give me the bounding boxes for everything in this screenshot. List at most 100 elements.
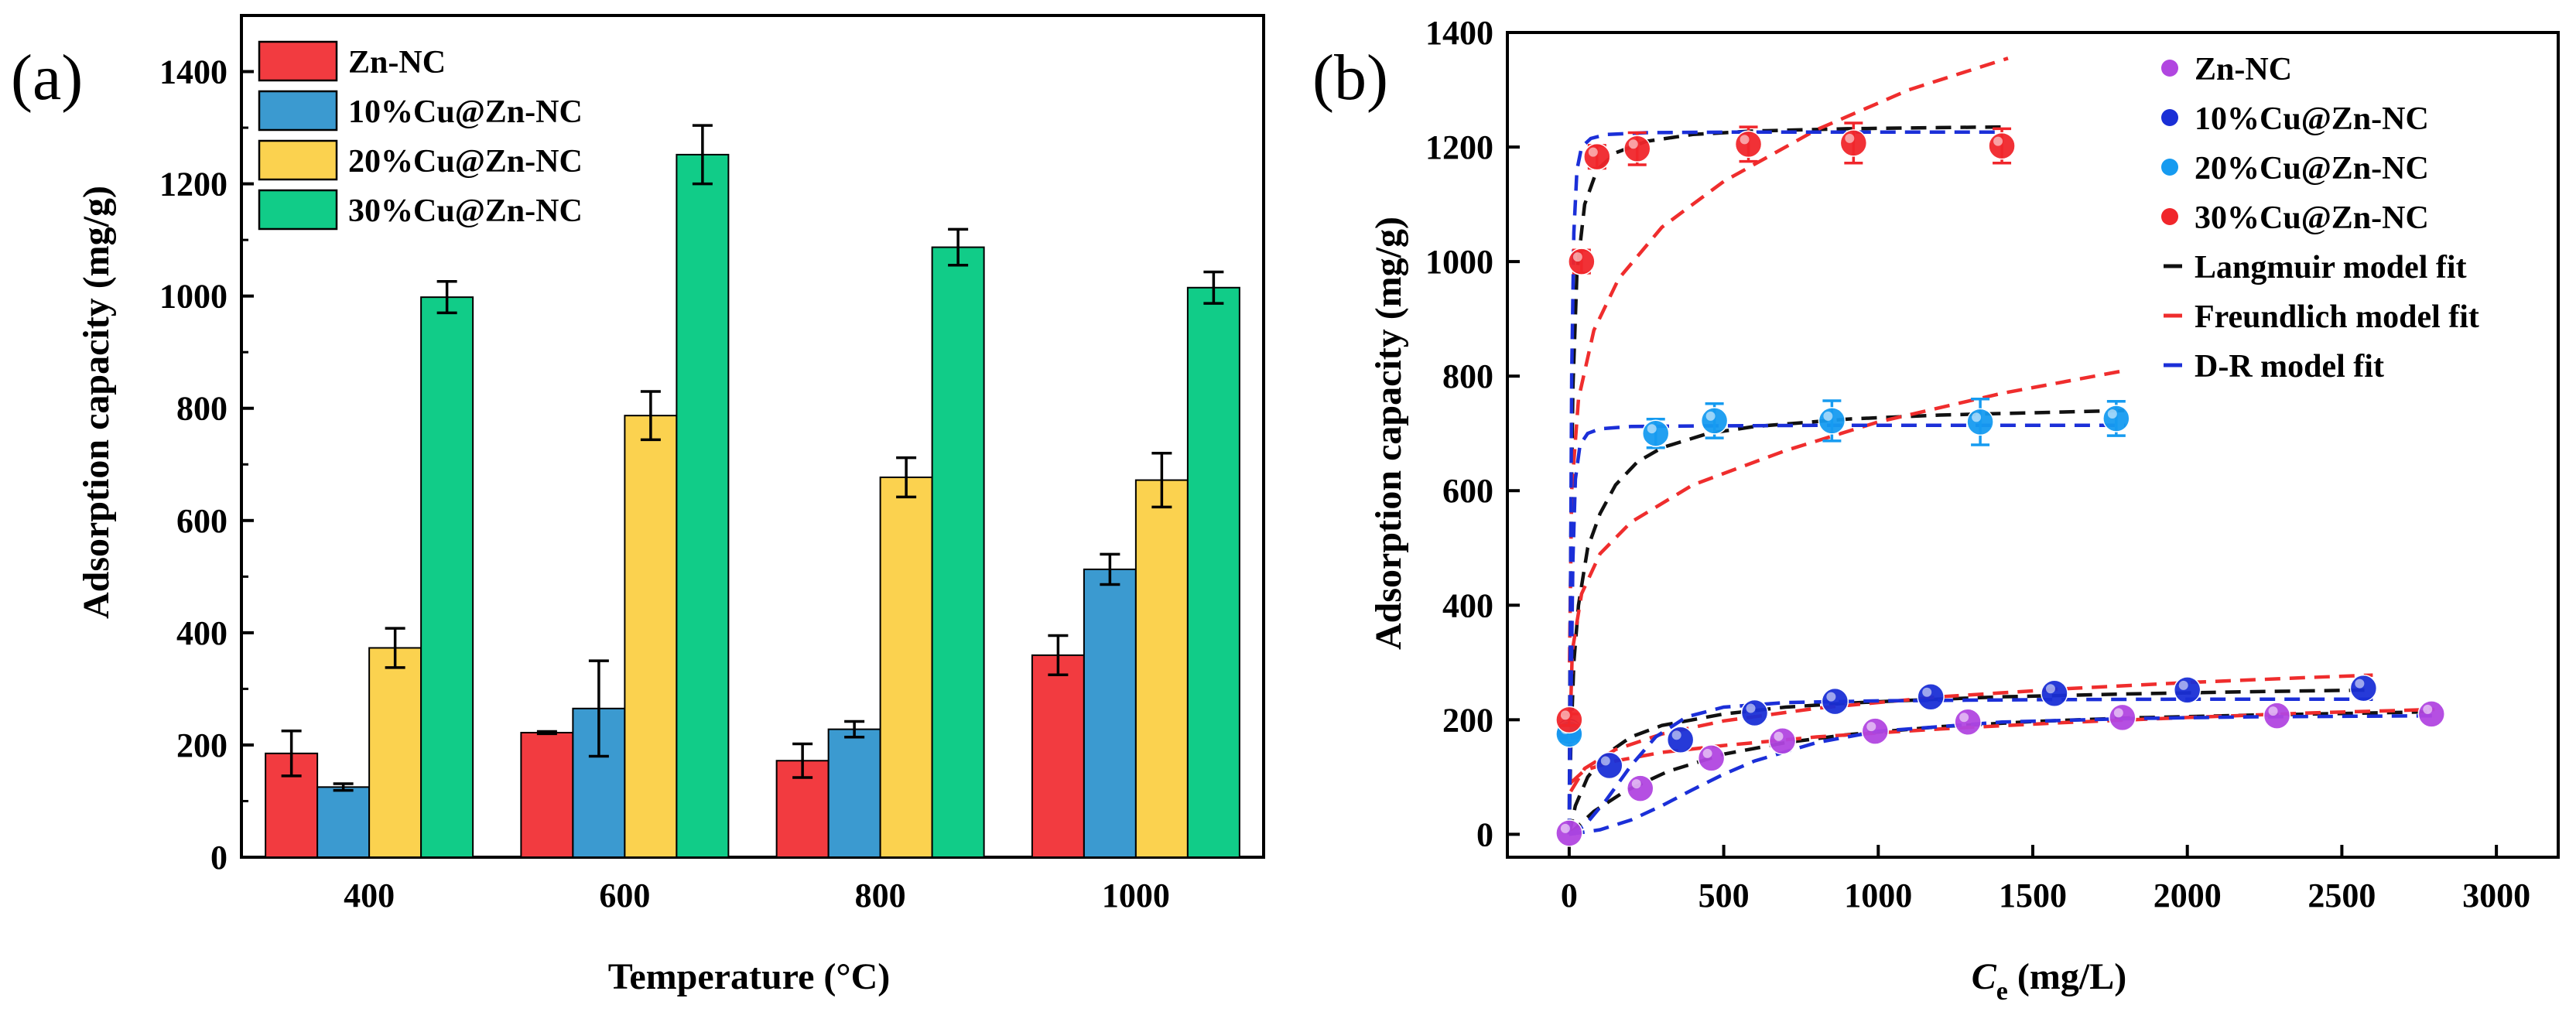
data-point [1641, 419, 1670, 447]
bar [1031, 654, 1085, 858]
y-tick-label: 400 [176, 614, 227, 652]
x-tick-label: 1500 [1999, 877, 2067, 914]
x-tick-label: 0 [1561, 877, 1578, 914]
data-point-highlight [2113, 708, 2123, 718]
data-point-highlight [1993, 136, 2003, 146]
data-point-highlight [1588, 147, 1598, 157]
legend-label: 10%Cu@Zn-NC [348, 94, 583, 130]
legend-label: Zn-NC [2195, 52, 2292, 87]
panel-b-label: (b) [1312, 42, 1388, 114]
fit-curve [1568, 697, 2373, 836]
y-tick-label: 1400 [1425, 14, 1493, 52]
data-point [1555, 706, 1583, 734]
y-tick-label: 0 [210, 839, 227, 877]
x-tick-label: 1000 [1102, 877, 1170, 914]
y-tick-label: 400 [1442, 586, 1493, 624]
legend-marker [2161, 109, 2178, 126]
data-point-highlight [2423, 704, 2433, 714]
data-point [1623, 135, 1651, 163]
y-tick-label: 1000 [159, 278, 227, 316]
data-point-highlight [1671, 730, 1681, 740]
data-point-highlight [2268, 706, 2278, 716]
data-point-highlight [2178, 680, 2188, 690]
data-point [1626, 774, 1654, 802]
data-point [1839, 129, 1868, 157]
bar [879, 476, 933, 858]
fit-curve [1569, 707, 2435, 784]
data-point-highlight [1705, 411, 1716, 421]
data-point [1700, 407, 1729, 435]
bar [1186, 286, 1240, 858]
legend-label: 30%Cu@Zn-NC [2195, 200, 2429, 236]
data-point [2102, 405, 2130, 432]
y-tick-label: 600 [176, 502, 227, 540]
legend-label: Langmuir model fit [2195, 250, 2467, 285]
data-point-highlight [2045, 684, 2055, 694]
scatter-chart-plot: 0 200 400 600 800 1000 1200 1400 0 500 1000 1500 200… [1425, 14, 2560, 914]
y-tick-label: 1400 [159, 53, 227, 91]
bar-chart-frame [240, 14, 1265, 859]
bar-chart-plot: 0 200 400 600 800 1000 1200 1400 400 600 800 1000 Zn… [159, 14, 1265, 914]
bar [931, 246, 985, 858]
data-point [2173, 676, 2201, 704]
data-point-highlight [1702, 748, 1712, 758]
legend-marker [2161, 159, 2178, 176]
y-tick-label: 1200 [159, 166, 227, 203]
data-point [2109, 703, 2136, 732]
scatter-y-axis-title: Adsorption capacity (mg/g) [1368, 217, 1409, 650]
fit-curve [1569, 713, 2435, 836]
legend-marker [2161, 60, 2178, 77]
data-point [2263, 702, 2291, 730]
data-point [1596, 751, 1623, 780]
data-point [1555, 819, 1583, 847]
data-point [1861, 717, 1890, 745]
x-tick-label: 600 [599, 877, 650, 914]
fit-curve [1568, 368, 2126, 749]
fit-curve [1567, 688, 2373, 835]
data-point-highlight [1647, 424, 1657, 434]
bar [624, 415, 678, 858]
data-point-highlight [1560, 823, 1570, 833]
data-point-highlight [1922, 687, 1932, 697]
data-point-highlight [1600, 756, 1610, 766]
data-point [2417, 700, 2445, 728]
data-point-highlight [2355, 678, 2365, 689]
x-tick-label: 3000 [2462, 877, 2530, 914]
fit-curve [1567, 423, 2126, 835]
y-tick-label: 0 [1476, 815, 1493, 853]
data-point [2349, 674, 2378, 702]
data-point [1966, 408, 1994, 436]
legend-label: 20%Cu@Zn-NC [2195, 151, 2429, 186]
y-tick-label: 200 [1442, 701, 1493, 739]
legend-swatch [258, 139, 338, 181]
data-point-highlight [1560, 710, 1570, 720]
data-point [1954, 708, 1982, 737]
x-tick-label: 800 [855, 877, 906, 914]
x-tick-label: 2500 [2307, 877, 2376, 914]
y-tick-label: 600 [1442, 472, 1493, 510]
legend-marker [2161, 208, 2178, 225]
data-point-highlight [1959, 713, 1969, 723]
bar [676, 153, 730, 858]
data-point-highlight [2107, 408, 2117, 419]
bar [520, 731, 574, 859]
data-point-highlight [1826, 692, 1836, 702]
data-point [2041, 679, 2068, 708]
data-point [1734, 130, 1763, 159]
bar [1083, 568, 1137, 858]
data-point-highlight [1845, 133, 1855, 143]
legend-label: 10%Cu@Zn-NC [2195, 101, 2429, 137]
y-tick-label: 800 [1442, 357, 1493, 395]
legend-label: Zn-NC [348, 45, 446, 80]
bar [1134, 479, 1189, 858]
y-tick-label: 200 [176, 726, 227, 764]
x-tick-label: 400 [344, 877, 395, 914]
panel-a-label: (a) [11, 42, 83, 114]
data-point [1740, 699, 1769, 727]
data-point-highlight [1740, 135, 1750, 145]
fit-curve [1567, 408, 2126, 835]
bar [316, 786, 371, 858]
legend-label: 20%Cu@Zn-NC [348, 144, 583, 179]
x-title-symbol: C [1972, 956, 1997, 997]
